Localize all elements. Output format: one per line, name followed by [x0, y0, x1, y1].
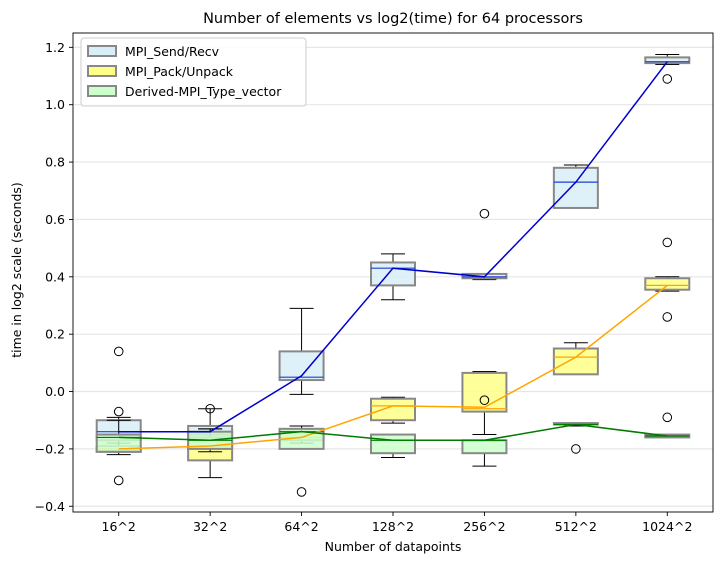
y-tick-label: 0.6	[45, 212, 65, 227]
y-tick-label: −0.4	[35, 499, 65, 514]
box-plot	[370, 433, 416, 459]
x-tick-label: 32^2	[193, 519, 227, 534]
x-tick-label: 16^2	[102, 519, 136, 534]
x-tick-label: 64^2	[284, 519, 318, 534]
box	[552, 166, 599, 209]
box	[461, 371, 508, 413]
outlier-point	[662, 237, 673, 248]
box	[644, 56, 691, 65]
y-tick-label: −0.2	[35, 441, 65, 456]
legend-frame	[80, 37, 307, 107]
box-plot	[370, 396, 416, 424]
x-tick-label: 512^2	[555, 519, 597, 534]
y-tick-label: 0.4	[45, 269, 65, 284]
outlier-point	[113, 406, 124, 417]
series-line	[118, 423, 668, 442]
box-plot	[552, 164, 599, 209]
y-axis-label: time in log2 scale (seconds)	[9, 182, 24, 358]
median-lines	[118, 61, 668, 450]
outlier-point	[662, 74, 673, 84]
series-line	[118, 284, 668, 450]
legend-swatch	[87, 85, 117, 97]
legend-label: MPI_Send/Recv	[125, 44, 220, 59]
y-axis: −0.4 −0.2 0.0 0.2 0.4 0.6 0.8 1.0 1.2	[35, 40, 73, 514]
box	[95, 433, 142, 453]
outlier-point	[113, 346, 124, 357]
x-tick-label: 128^2	[372, 519, 414, 534]
x-axis: 16^2 32^2 64^2 128^2 256^2 512^2 1024^2	[102, 512, 692, 534]
outlier-point	[205, 403, 215, 414]
legend-swatch	[87, 45, 117, 57]
x-tick-label: 1024^2	[642, 519, 692, 534]
box-plot	[552, 342, 599, 376]
legend-label: Derived-MPI_Type_vector	[125, 84, 282, 99]
box	[370, 397, 416, 422]
outlier-point	[662, 312, 673, 322]
outlier-point	[113, 475, 124, 486]
y-tick-label: 0.8	[45, 155, 65, 170]
box	[370, 433, 416, 455]
outlier-point	[479, 208, 490, 219]
y-tick-label: 0.0	[45, 384, 65, 399]
box-plot	[461, 370, 508, 436]
box	[644, 277, 691, 291]
y-tick-label: 1.2	[45, 40, 65, 55]
box	[552, 347, 599, 376]
outlier-point	[571, 444, 581, 454]
legend: MPI_Send/Recv MPI_Pack/Unpack Derived-MPI_…	[80, 37, 307, 107]
box	[461, 439, 508, 455]
outlier-point	[479, 395, 490, 405]
box	[370, 261, 416, 287]
legend-label: MPI_Pack/Unpack	[125, 64, 234, 79]
series-line	[118, 61, 668, 433]
box-plot	[370, 253, 416, 301]
outlier-point	[296, 487, 307, 497]
x-axis-label: Number of datapoints	[325, 539, 462, 554]
legend-swatch	[87, 65, 117, 77]
chart-title: Number of elements vs log2(time) for 64 …	[203, 11, 583, 27]
y-tick-label: 0.2	[45, 327, 65, 342]
x-tick-label: 256^2	[463, 519, 505, 534]
y-tick-label: 1.0	[45, 97, 65, 112]
outlier-point	[662, 412, 673, 423]
